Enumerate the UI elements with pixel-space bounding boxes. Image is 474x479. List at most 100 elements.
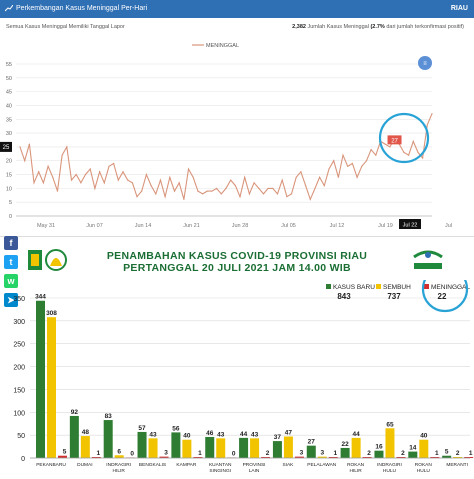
y-tick-label: 15 <box>6 173 12 179</box>
category-label: MERANTI <box>446 462 468 468</box>
data-point <box>75 173 77 176</box>
x-tick-highlight <box>399 219 421 229</box>
x-tick-label: Jul 12 <box>330 223 345 229</box>
highlight-circle <box>421 280 469 313</box>
bar-kasus-baru <box>340 447 350 458</box>
data-label: 1 <box>97 450 101 457</box>
twitter-icon[interactable]: t <box>4 255 18 269</box>
y-tick-label: 350 <box>13 296 25 303</box>
data-point <box>337 176 339 178</box>
data-point <box>365 160 368 162</box>
bar-kasus-baru <box>239 437 249 458</box>
data-point <box>47 165 49 167</box>
data-point <box>131 182 133 184</box>
data-point <box>33 182 35 184</box>
share-icons: f t w ➤ <box>4 236 20 312</box>
telegram-icon[interactable]: ➤ <box>4 293 18 307</box>
data-label: 37 <box>274 434 282 441</box>
data-point <box>183 198 185 201</box>
data-label: 308 <box>46 310 57 317</box>
legend-total: 22 <box>438 292 447 301</box>
y-tick-label: 30 <box>6 131 12 137</box>
category-label: KUANTAN <box>209 462 232 468</box>
bar-sembuh <box>419 439 429 458</box>
bar-meninggal <box>294 456 304 458</box>
x-tick-label: Jul 22 <box>403 223 418 229</box>
data-label: 3 <box>164 450 168 457</box>
bar-kasus-baru <box>205 436 215 458</box>
facebook-icon[interactable]: f <box>4 236 18 250</box>
highlight-circle <box>378 112 430 164</box>
bar-kasus-baru <box>408 451 418 458</box>
data-label: 48 <box>82 429 90 436</box>
category-label: INDRAGIRI <box>106 462 131 468</box>
data-point <box>244 176 246 178</box>
data-point <box>42 182 45 184</box>
data-point <box>295 176 297 178</box>
data-point <box>412 140 414 142</box>
data-point <box>155 193 157 195</box>
data-point <box>173 190 176 192</box>
category-label: HULU <box>417 468 431 474</box>
data-point <box>389 146 391 148</box>
series-line-meninggal <box>19 113 433 201</box>
data-label: 6 <box>117 448 121 455</box>
category-label: LAIN <box>249 468 260 474</box>
category-label: PEKANBARU <box>36 462 66 468</box>
bar-kasus-baru <box>103 420 113 458</box>
data-point <box>94 187 96 189</box>
y-tick-label: 300 <box>13 319 25 326</box>
bar-kasus-baru <box>306 445 316 458</box>
bar-kasus-baru <box>374 450 384 458</box>
summary-total: 2,382 <box>292 24 306 30</box>
data-point <box>108 165 110 167</box>
whatsapp-icon[interactable]: w <box>4 274 18 288</box>
y-tick-label: 200 <box>13 365 25 372</box>
data-point <box>417 151 419 154</box>
legend-swatch <box>326 284 331 289</box>
bar-kasus-baru <box>272 441 282 458</box>
data-point <box>356 176 358 178</box>
y-tick-label: 50 <box>6 76 12 82</box>
data-point <box>384 143 386 145</box>
data-label: 2 <box>266 450 270 457</box>
data-point <box>122 171 124 173</box>
data-point <box>89 168 91 170</box>
data-point <box>206 190 208 192</box>
data-point <box>159 179 162 181</box>
data-label: 47 <box>285 430 293 437</box>
legend-total: 737 <box>387 292 401 301</box>
data-label: 92 <box>71 409 79 416</box>
panel-header: Perkembangan Kasus Meninggal Per-Hari RI… <box>0 0 474 18</box>
bar-meninggal <box>396 457 406 458</box>
data-point <box>370 149 372 151</box>
data-point <box>19 146 21 148</box>
data-point <box>403 151 405 154</box>
data-label: 2 <box>456 450 460 457</box>
legend-label: KASUS BARU <box>333 284 375 291</box>
data-point <box>347 165 349 167</box>
y-tick-label: 150 <box>13 387 25 394</box>
data-point <box>426 124 428 126</box>
line-chart: 0 5 10 15 20 25 30 35 40 45 50 55 MENINGGAL May 31 Jun… <box>0 43 452 229</box>
data-label: 44 <box>240 431 248 438</box>
data-label: 40 <box>420 433 428 440</box>
data-point <box>272 187 274 189</box>
y-tick-label: 35 <box>6 117 12 123</box>
data-point <box>319 176 321 178</box>
bar-meninggal <box>328 457 338 458</box>
data-point <box>351 162 354 165</box>
bar-sembuh <box>148 438 158 458</box>
data-point <box>150 185 152 187</box>
data-point <box>103 182 105 184</box>
y-tick-label: 10 <box>6 186 12 192</box>
data-point <box>248 193 251 195</box>
data-label: 57 <box>138 425 146 432</box>
chart-line-icon <box>5 5 13 12</box>
bar-meninggal <box>193 457 203 458</box>
data-label: 1 <box>198 450 202 457</box>
category-label: SIAK <box>282 462 294 468</box>
bar-sembuh <box>283 436 293 458</box>
legend-label: MENINGGAL <box>431 284 470 291</box>
